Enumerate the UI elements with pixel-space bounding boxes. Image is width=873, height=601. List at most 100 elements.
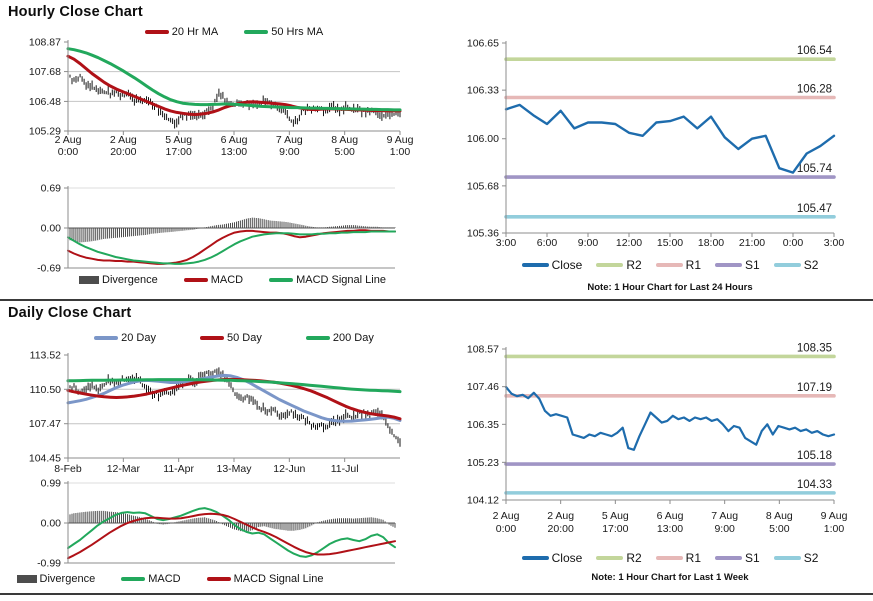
legend-item-close: Close [521,258,583,272]
x-tick-label: 6:00 [537,237,558,249]
x-tick-label: 0:00 [496,523,517,535]
x-tick-label: 8 Aug [331,134,358,146]
legend-swatch [521,556,549,560]
legend-swatch [521,263,549,267]
y-tick-label: 104.12 [467,495,499,507]
legend-label: R1 [685,551,701,565]
legend-swatch [596,556,624,560]
legend-label: 50 Hrs MA [271,26,324,38]
x-tick-label: 13:00 [221,146,247,158]
legend-item-20-hr-ma: 20 Hr MA [144,26,219,38]
x-tick-label: 5 Aug [602,510,629,522]
hourly-pivot-note: Note: 1 Hour Chart for Last 24 Hours [587,282,753,293]
legend-swatch [596,263,624,267]
ma-20day-line [66,373,402,423]
level-r1-label: 106.28 [797,83,832,95]
x-tick-label: 1:00 [390,146,411,158]
daily-macd-chart: 0.99 0.00 -0.99 [37,478,396,570]
level-s1-label: 105.74 [797,163,833,175]
level-s2-label: 104.33 [797,479,832,491]
legend-swatch [655,556,683,560]
x-tick-label: 2 Aug [493,510,520,522]
hourly-ma-legend: 20 Hr MA 50 Hrs MA [68,26,400,38]
ma-200day-line [66,378,402,394]
legend-item-s2: S2 [773,551,818,565]
level-r2-label: 106.54 [797,45,833,57]
level-s1-label: 105.18 [797,450,832,462]
legend-item-s1: S1 [715,258,760,272]
legend-label: 200 Day [332,332,374,344]
y-tick-label: 108.87 [29,37,61,49]
legend-item-macd: MACD [183,274,243,286]
x-tick-label: 12-Mar [107,463,141,475]
x-tick-label: 5:00 [334,146,355,158]
hourly-pivot-legend: Close R2 R1 S1 S2 [506,258,834,272]
x-tick-label: 9:00 [578,237,599,249]
legend-label: S1 [745,551,760,565]
y-tick-label: 0.00 [41,518,62,530]
y-tick-label: 106.00 [467,133,499,145]
legend-item-s1: S1 [715,551,760,565]
legend-item-200-day: 200 Day [305,332,374,344]
y-tick-label: 106.65 [467,38,499,50]
legend-swatch [144,30,169,34]
daily-pivot-note: Note: 1 Hour Chart for Last 1 Week [591,572,749,583]
legend-swatch [94,336,119,340]
legend-item-r1: R1 [655,258,701,272]
legend-label: 20 Hr MA [171,26,219,38]
x-tick-label: 5:00 [769,523,790,535]
y-tick-label: 106.35 [467,419,499,431]
daily-pivot-legend: Close R2 R1 S1 S2 [506,551,834,565]
daily-pivot-chart: 108.35 107.19 105.18 104.33 108.57 107.46 106.… [467,342,848,535]
hourly-pivot-chart: 106.54 106.28 105.74 105.47 106.65 106.33 106.… [467,38,845,250]
x-tick-label: 9 Aug [821,510,848,522]
legend-item-macd: MACD [121,573,181,585]
close-line [504,103,836,174]
x-tick-label: 18:00 [698,237,724,249]
x-tick-label: 8-Feb [54,463,82,475]
daily-title: Daily Close Chart [8,305,132,321]
x-tick-label: 8 Aug [766,510,793,522]
legend-item-50-hrs-ma: 50 Hrs MA [244,26,323,38]
y-tick-label: -0.99 [37,558,61,570]
legend-label: Divergence [39,573,96,585]
x-tick-label: 5 Aug [165,134,192,146]
x-tick-label: 20:00 [548,523,574,535]
legend-swatch [244,30,269,34]
level-r2-label: 108.35 [797,342,832,354]
legend-swatch [269,278,294,282]
legend-label: S1 [745,258,760,272]
x-tick-label: 15:00 [657,237,683,249]
y-tick-label: 0.99 [41,478,62,490]
x-tick-label: 17:00 [602,523,628,535]
x-tick-label: 3:00 [496,237,517,249]
x-tick-label: 11-Jul [331,463,359,475]
legend-label: MACD Signal Line [233,573,324,585]
legend-label: Close [551,258,583,272]
x-tick-label: 11-Apr [163,463,194,475]
x-tick-label: 0:00 [58,146,79,158]
legend-swatch [200,336,224,340]
legend-label: R1 [685,258,701,272]
legend-swatch [183,278,208,282]
y-tick-label: 0.00 [41,223,62,235]
x-tick-label: 3:00 [824,237,845,249]
y-tick-label: -0.69 [37,263,61,275]
y-tick-label: 105.68 [467,180,499,192]
legend-label: MACD Signal Line [296,274,386,286]
legend-item-close: Close [521,551,582,565]
x-tick-label: 21:00 [739,237,765,249]
x-tick-label: 9 Aug [387,134,414,146]
macd-line [67,507,396,558]
macd-line [67,229,396,265]
legend-swatch [121,577,146,581]
legend-item-divergence: Divergence [16,573,96,585]
legend-item-divergence: Divergence [79,274,158,286]
hourly-title: Hourly Close Chart [8,4,143,20]
ma-50hr-line [66,47,402,112]
y-tick-label: 108.57 [467,344,499,356]
y-tick-label: 110.50 [30,384,61,396]
x-tick-label: 20:00 [110,146,136,158]
x-tick-label: 0:00 [783,237,804,249]
hourly-macd-legend: Divergence MACD MACD Signal Line [60,274,405,286]
